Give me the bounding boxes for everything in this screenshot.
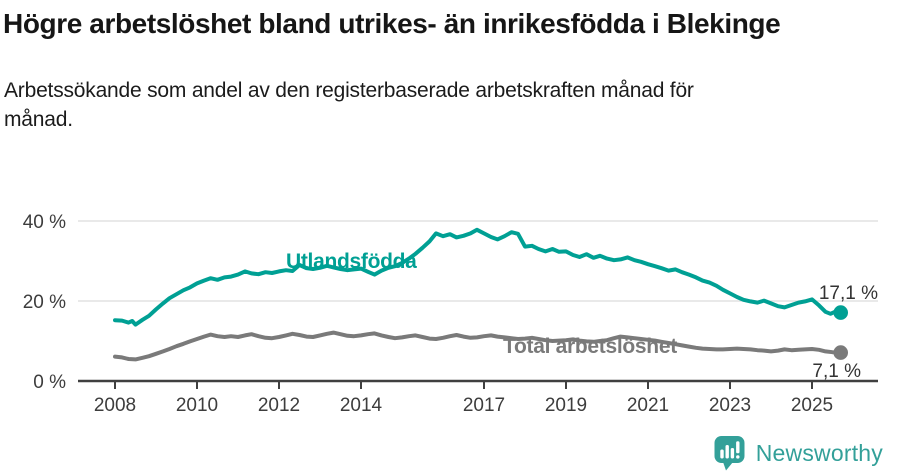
- series-line-utlandsfodda: [113, 227, 843, 327]
- y-tick-label-0: 0 %: [33, 372, 66, 393]
- x-tick-label-2012: 2012: [258, 395, 300, 416]
- value-label-total: 7,1 %: [812, 361, 861, 382]
- newsworthy-wordmark: Newsworthy: [755, 439, 883, 466]
- x-tick-label-2019: 2019: [545, 395, 587, 416]
- x-tick-label-2008: 2008: [94, 395, 136, 416]
- y-tick-label-20: 20 %: [23, 292, 66, 313]
- chart-header: Högre arbetslöshet bland utrikes- än inr…: [3, 6, 781, 134]
- x-tick-label-2021: 2021: [627, 395, 669, 416]
- newsworthy-logo: Newsworthy: [714, 435, 883, 471]
- newsworthy-bubble-chart-icon: [714, 436, 745, 471]
- y-tick-label-40: 40 %: [23, 212, 66, 233]
- series-end-dot-utlandsfodda: [833, 305, 848, 320]
- chart-title: Högre arbetslöshet bland utrikes- än inr…: [3, 8, 781, 39]
- series-label-utlandsfodda: Utlandsfödda: [286, 250, 417, 273]
- x-tick-label-2023: 2023: [709, 395, 751, 416]
- series-end-dot-total: [833, 345, 848, 360]
- x-tick-label-2025: 2025: [791, 395, 833, 416]
- x-tick-label-2010: 2010: [176, 395, 218, 416]
- chart-subtitle: Arbetssökande som andel av den registerb…: [4, 79, 694, 131]
- series-line-total: [113, 330, 843, 362]
- x-tick-label-2017: 2017: [463, 395, 505, 416]
- x-tick-label-2014: 2014: [340, 395, 383, 416]
- value-label-utlandsfodda: 17,1 %: [819, 283, 878, 304]
- series-label-total: Total arbetslöshet: [503, 335, 677, 358]
